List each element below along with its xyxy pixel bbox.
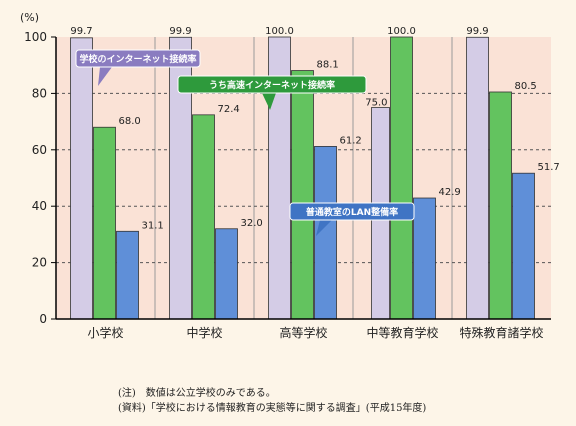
bar: [512, 172, 535, 320]
bar-value-label: 99.9: [169, 26, 191, 37]
y-tick-label: 80: [32, 86, 47, 100]
callout-tail: [98, 67, 112, 86]
bar: [192, 114, 215, 320]
y-tick-label: 60: [32, 143, 47, 157]
bar: [291, 70, 314, 320]
legend-callout-label: 普通教室のLAN整備率: [306, 206, 398, 218]
bar-value-label: 51.7: [538, 162, 560, 173]
category-label: 特殊教育諸学校: [459, 325, 543, 340]
y-tick-label: 0: [39, 312, 47, 326]
bar-value-label: 80.5: [515, 81, 537, 92]
y-unit-label: (%): [20, 11, 39, 24]
bar-value-label: 99.9: [466, 26, 488, 37]
legend-callout-label: 学校のインターネット接続率: [79, 53, 196, 65]
note-line-2: (資料)「学校における情報教育の実態等に関する調査」(平成15年度): [118, 403, 427, 414]
legend-callout-label: うち高速インターネット接続率: [209, 79, 335, 91]
bar: [116, 230, 139, 320]
bar-value-label: 100.0: [265, 26, 294, 37]
bar: [93, 126, 116, 320]
bar-value-label: 99.7: [70, 26, 92, 37]
category-label: 小学校: [87, 325, 123, 340]
bar: [489, 91, 512, 320]
y-tick-label: 40: [32, 199, 47, 213]
bar-value-label: 32.0: [241, 218, 263, 229]
callout-tail: [316, 220, 332, 236]
bar-value-label: 68.0: [119, 116, 141, 127]
category-label: 中等教育学校: [366, 325, 438, 340]
bar-value-label: 88.1: [317, 60, 339, 71]
bar-value-label: 72.4: [218, 104, 240, 115]
bar-value-label: 61.2: [340, 135, 362, 146]
bar-value-label: 42.9: [439, 187, 461, 198]
bar-value-label: 31.1: [142, 220, 164, 231]
bar: [466, 36, 489, 320]
legend-callout: [289, 202, 415, 221]
bar: [413, 197, 436, 320]
bar: [70, 37, 93, 320]
y-tick-label: 20: [32, 256, 47, 270]
category-label: 中学校: [186, 325, 222, 340]
bar-value-label: 75.0: [365, 98, 387, 109]
bar: [215, 228, 238, 320]
note-line-1: (注) 数値は公立学校のみである。: [118, 388, 276, 399]
category-label: 高等学校: [279, 325, 327, 340]
callout-tail: [262, 93, 276, 110]
legend-callout: [177, 75, 367, 94]
bar: [390, 36, 413, 320]
bar-value-label: 100.0: [387, 26, 416, 37]
y-tick-label: 100: [24, 30, 47, 44]
legend-callout: [75, 49, 201, 68]
